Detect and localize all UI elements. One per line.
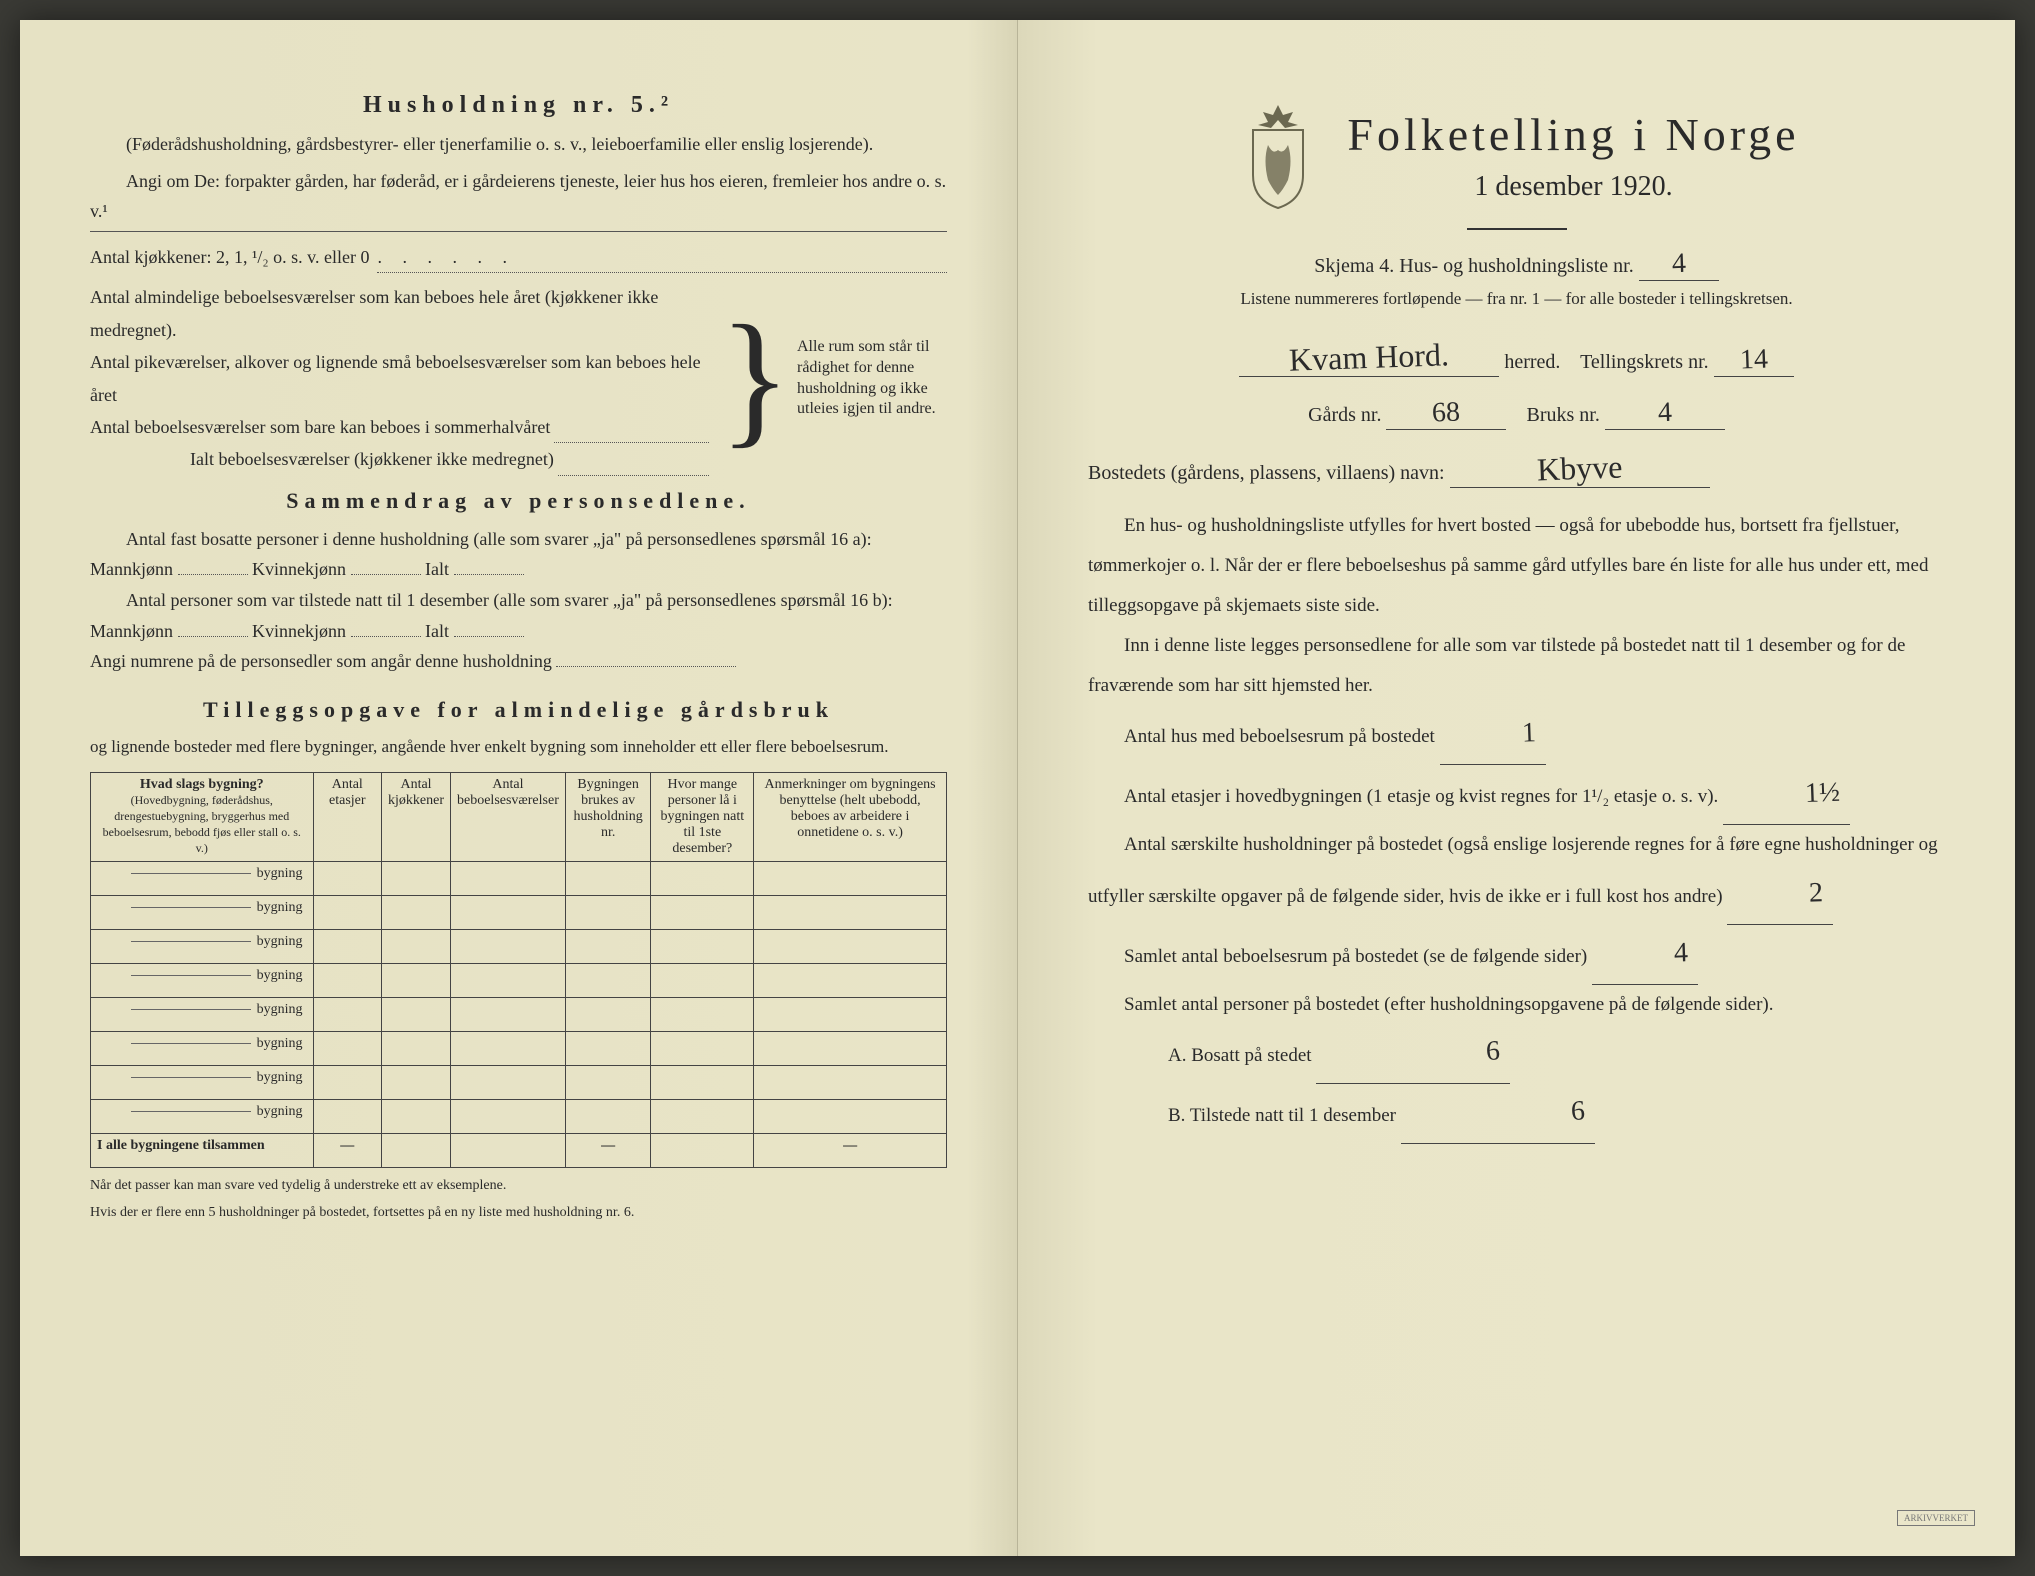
summary-title: Sammendrag av personsedlene. (90, 488, 947, 514)
q5-line: Samlet antal personer på bostedet (efter… (1088, 985, 1945, 1025)
intro-angi: Angi om De: forpakter gården, har føderå… (90, 166, 947, 227)
herred-line: Kvam Hord. herred. Tellingskrets nr. 14 (1088, 339, 1945, 377)
coat-of-arms-icon (1233, 100, 1323, 210)
table-row: bygning (91, 895, 947, 929)
table-row: bygning (91, 997, 947, 1031)
th-etasjer: Antal etasjer (313, 772, 381, 861)
document-spread: Husholdning nr. 5.² (Føderådshusholdning… (20, 20, 2015, 1556)
summary-line-3: Angi numrene på de personsedler som angå… (90, 646, 947, 677)
supplement-title: Tilleggsopgave for almindelige gårdsbruk (90, 697, 947, 723)
field-etasjer: 1½ (1762, 764, 1847, 826)
qA-line: A. Bosatt på stedet 6 (1088, 1024, 1945, 1084)
brace-icon: } (713, 307, 797, 450)
q3-line: Antal særskilte husholdninger på bostede… (1088, 825, 1945, 925)
field-husholdninger: 2 (1766, 864, 1830, 925)
q2-line: Antal etasjer i hovedbygningen (1 etasje… (1088, 765, 1945, 825)
paragraph-2: Inn i denne liste legges personsedlene f… (1088, 626, 1945, 706)
table-row: bygning (91, 861, 947, 895)
table-row: bygning (91, 1065, 947, 1099)
rooms-line-3: Antal beboelsesværelser som bare kan beb… (90, 411, 550, 443)
field-antal-hus: 1 (1479, 704, 1543, 765)
field-bosatt: 6 (1399, 1023, 1507, 1085)
intro-paren: (Føderådshusholdning, gårdsbestyrer- ell… (90, 129, 947, 160)
title-rule (1467, 228, 1567, 230)
field-beboelsesrum: 4 (1631, 924, 1695, 985)
field-bruks-nr: 4 (1651, 397, 1678, 430)
kitchens-label: Antal kjøkkener: 2, 1, ¹/₂ o. s. v. elle… (90, 242, 369, 273)
th-bygning: Hvad slags bygning? (Hovedbygning, føder… (91, 772, 314, 861)
rooms-line-2: Antal pikeværelser, alkover og lignende … (90, 346, 705, 411)
rooms-line-1: Antal almindelige beboelsesværelser som … (90, 281, 705, 346)
paragraph-1: En hus- og husholdningsliste utfylles fo… (1088, 506, 1945, 626)
gards-line: Gårds nr. 68 Bruks nr. 4 (1088, 397, 1945, 430)
left-page: Husholdning nr. 5.² (Føderådshusholdning… (20, 20, 1018, 1556)
field-krets: 14 (1733, 343, 1774, 376)
table-total-row: I alle bygningene tilsammen ——— (91, 1133, 947, 1167)
th-vaerelser: Antal beboelsesværelser (451, 772, 566, 861)
bosted-line: Bostedets (gårdens, plassens, villaens) … (1088, 450, 1945, 488)
brace-text: Alle rum som står til rådighet for denne… (797, 337, 947, 420)
q1-line: Antal hus med beboelsesrum på bostedet 1 (1088, 705, 1945, 765)
footnote-1: Når det passer kan man svare ved tydelig… (90, 1176, 947, 1196)
table-row: bygning (91, 1031, 947, 1065)
field-liste-nr: 4 (1665, 248, 1692, 281)
rooms-total: Ialt beboelsesværelser (kjøkkener ikke m… (190, 443, 554, 475)
right-page: Folketelling i Norge 1 desember 1920. Sk… (1018, 20, 2015, 1556)
farm-buildings-table: Hvad slags bygning? (Hovedbygning, føder… (90, 772, 947, 1168)
footnote-2: Hvis der er flere enn 5 husholdninger på… (90, 1203, 947, 1223)
schema-line: Skjema 4. Hus- og husholdningsliste nr. … (1088, 248, 1945, 281)
rooms-brace-block: Antal almindelige beboelsesværelser som … (90, 281, 947, 475)
qB-line: B. Tilstede natt til 1 desember 6 (1088, 1084, 1945, 1144)
table-row: bygning (91, 963, 947, 997)
th-kjokkener: Antal kjøkkener (382, 772, 451, 861)
th-anmerkninger: Anmerkninger om bygningens benyttelse (h… (754, 772, 947, 861)
summary-line-1: Antal fast bosatte personer i denne hush… (90, 524, 947, 585)
table-row: bygning (91, 1099, 947, 1133)
summary-line-2: Antal personer som var tilstede natt til… (90, 585, 947, 646)
field-gards-nr: 68 (1426, 396, 1467, 429)
field-tilstede: 6 (1484, 1082, 1592, 1144)
main-title: Folketelling i Norge (1347, 108, 1799, 161)
subtitle: 1 desember 1920. (1347, 171, 1799, 203)
household-title: Husholdning nr. 5.² (90, 92, 947, 119)
numbering-note: Listene nummereres fortløpende — fra nr.… (1088, 289, 1945, 309)
field-herred: Kvam Hord. (1283, 336, 1456, 379)
table-row: bygning (91, 929, 947, 963)
archive-stamp: ARKIVVERKET (1897, 1510, 1975, 1526)
supplement-sub: og lignende bosteder med flere bygninger… (90, 733, 947, 762)
kitchens-line: Antal kjøkkener: 2, 1, ¹/₂ o. s. v. elle… (90, 242, 947, 274)
q4-line: Samlet antal beboelsesrum på bostedet (s… (1088, 925, 1945, 985)
title-block: Folketelling i Norge 1 desember 1920. (1088, 100, 1945, 210)
th-personer: Hvor mange personer lå i bygningen natt … (651, 772, 754, 861)
th-husholdning: Bygningen brukes av husholdning nr. (565, 772, 651, 861)
field-bosted-navn: Kbyve (1530, 448, 1629, 488)
